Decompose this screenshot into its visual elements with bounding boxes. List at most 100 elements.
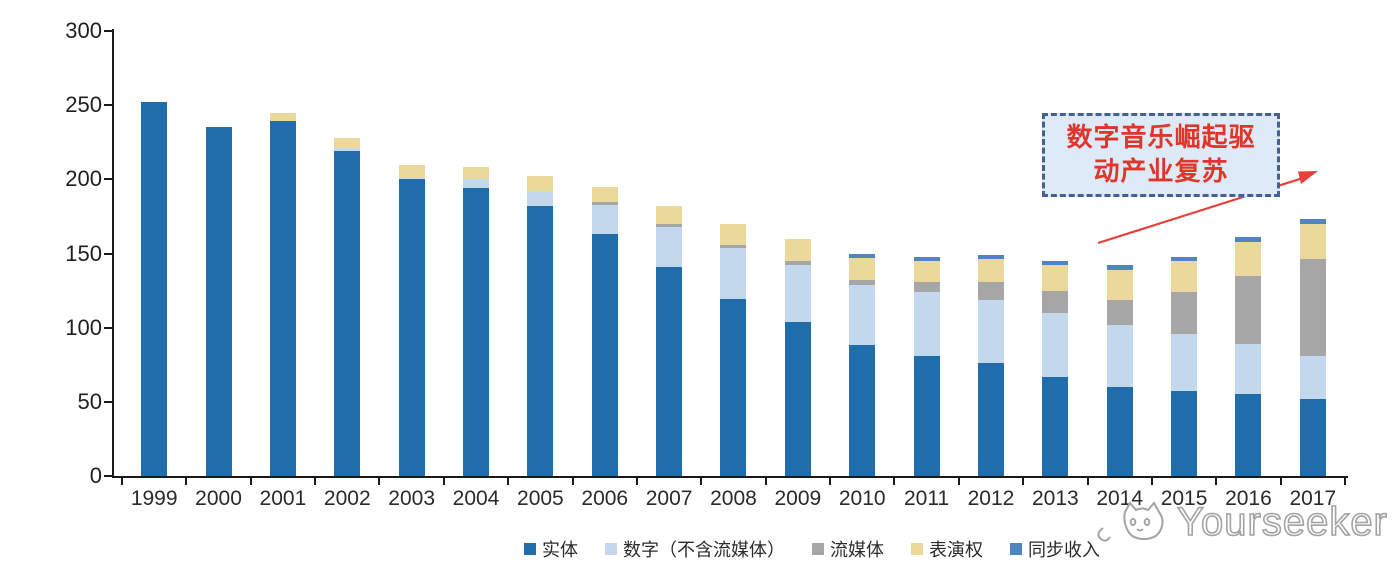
bar-2012 <box>977 255 1004 476</box>
x-tick <box>1022 478 1025 485</box>
bar-segment <box>784 238 811 261</box>
bar-segment <box>141 102 168 476</box>
bar-segment <box>1042 376 1069 476</box>
x-label-2012: 2012 <box>967 487 1015 510</box>
x-tick <box>185 478 188 485</box>
bar-2003 <box>398 164 425 476</box>
bar-segment <box>977 255 1004 260</box>
bar-segment <box>720 244 747 248</box>
legend-label: 流媒体 <box>830 540 884 560</box>
bar-2002 <box>334 137 361 476</box>
bar-segment <box>1106 324 1133 387</box>
bar-segment <box>656 266 683 476</box>
x-label-2013: 2013 <box>1031 487 1079 510</box>
bar-2008 <box>720 223 747 476</box>
bar-segment <box>849 280 876 285</box>
bar-1999 <box>141 102 168 476</box>
x-tick <box>121 478 123 485</box>
y-tick-label: 300 <box>65 18 102 43</box>
x-tick <box>507 478 510 485</box>
bar-segment <box>913 256 940 261</box>
x-tick <box>635 478 638 485</box>
bar-slot-2007 <box>637 31 701 476</box>
bar-slot-2011 <box>894 31 958 476</box>
bar-slot-2002 <box>315 31 379 476</box>
bar-segment <box>398 164 425 178</box>
x-tick <box>378 478 381 485</box>
x-tick <box>314 478 317 485</box>
x-tick <box>957 478 960 485</box>
y-tick <box>104 252 113 255</box>
x-label-2017: 2017 <box>1289 487 1337 510</box>
bar-slot-2014 <box>1088 31 1152 476</box>
x-label-2000: 2000 <box>195 487 242 510</box>
y-tick-label: 250 <box>65 92 102 118</box>
bar-segment <box>1299 219 1326 224</box>
bar-slot-2005 <box>508 31 572 476</box>
bar-slot-2009 <box>766 31 830 476</box>
legend-item: 流媒体 <box>812 536 884 562</box>
bar-segment <box>913 260 940 282</box>
bar-segment <box>977 281 1004 300</box>
x-label-2015: 2015 <box>1160 487 1208 510</box>
bar-segment <box>977 259 1004 282</box>
bar-slot-2004 <box>444 31 508 476</box>
x-axis-line <box>112 476 1348 478</box>
annotation-callout: 数字音乐崛起驱 动产业复苏 <box>1042 113 1280 197</box>
bar-segment <box>784 321 811 476</box>
bar-slot-2016 <box>1216 31 1280 476</box>
x-label-2002: 2002 <box>323 487 371 510</box>
watermark: Yourseeker <box>1095 498 1395 558</box>
bar-2000 <box>205 127 232 476</box>
bar-2017 <box>1299 219 1326 476</box>
x-label-2004: 2004 <box>452 487 500 510</box>
bar-slot-2017 <box>1281 31 1345 476</box>
x-label-1999: 1999 <box>130 487 178 510</box>
x-tick <box>1086 478 1089 485</box>
x-label-2011: 2011 <box>904 487 950 510</box>
bar-segment <box>1042 290 1069 313</box>
bar-2016 <box>1235 237 1262 476</box>
bar-segment <box>1042 312 1069 377</box>
bar-segment <box>269 121 296 476</box>
legend-item: 同步收入 <box>1010 536 1100 562</box>
bar-segment <box>913 355 940 476</box>
x-tick <box>1344 478 1346 485</box>
bar-segment <box>1171 260 1198 293</box>
bar-slot-2010 <box>830 31 894 476</box>
bar-segment <box>1106 299 1133 325</box>
legend-swatch-icon <box>605 543 617 555</box>
legend-label: 同步收入 <box>1028 540 1100 560</box>
bar-2001 <box>269 112 296 476</box>
bar-segment <box>849 345 876 476</box>
bar-segment <box>1042 265 1069 291</box>
bar-2005 <box>527 176 554 476</box>
plot-area <box>122 31 1345 476</box>
bar-segment <box>463 188 489 476</box>
y-tick <box>104 400 113 403</box>
bar-segment <box>656 226 683 267</box>
x-tick <box>249 478 252 485</box>
y-tick <box>104 475 113 477</box>
bar-segment <box>1171 292 1198 334</box>
bar-segment <box>1171 333 1198 392</box>
legend-item: 数字（不含流媒体） <box>605 536 785 562</box>
bar-2007 <box>656 206 683 476</box>
bar-segment <box>913 281 940 293</box>
bar-slot-2001 <box>251 31 315 476</box>
bar-slot-2008 <box>701 31 765 476</box>
bar-segment <box>591 186 618 202</box>
bar-segment <box>1235 241 1262 276</box>
bar-segment <box>1299 223 1326 260</box>
bar-segment <box>591 234 618 476</box>
y-tick-label: 100 <box>65 314 102 340</box>
legend-swatch-icon <box>524 543 536 555</box>
y-tick-label: 150 <box>65 240 102 266</box>
bar-segment <box>1106 265 1133 270</box>
bar-segment <box>591 204 618 235</box>
bar-2013 <box>1042 260 1069 476</box>
bar-2004 <box>463 167 489 476</box>
annotation-text-line2: 动产业复苏 <box>1093 156 1229 186</box>
x-tick <box>764 478 767 485</box>
bar-slot-2000 <box>186 31 250 476</box>
